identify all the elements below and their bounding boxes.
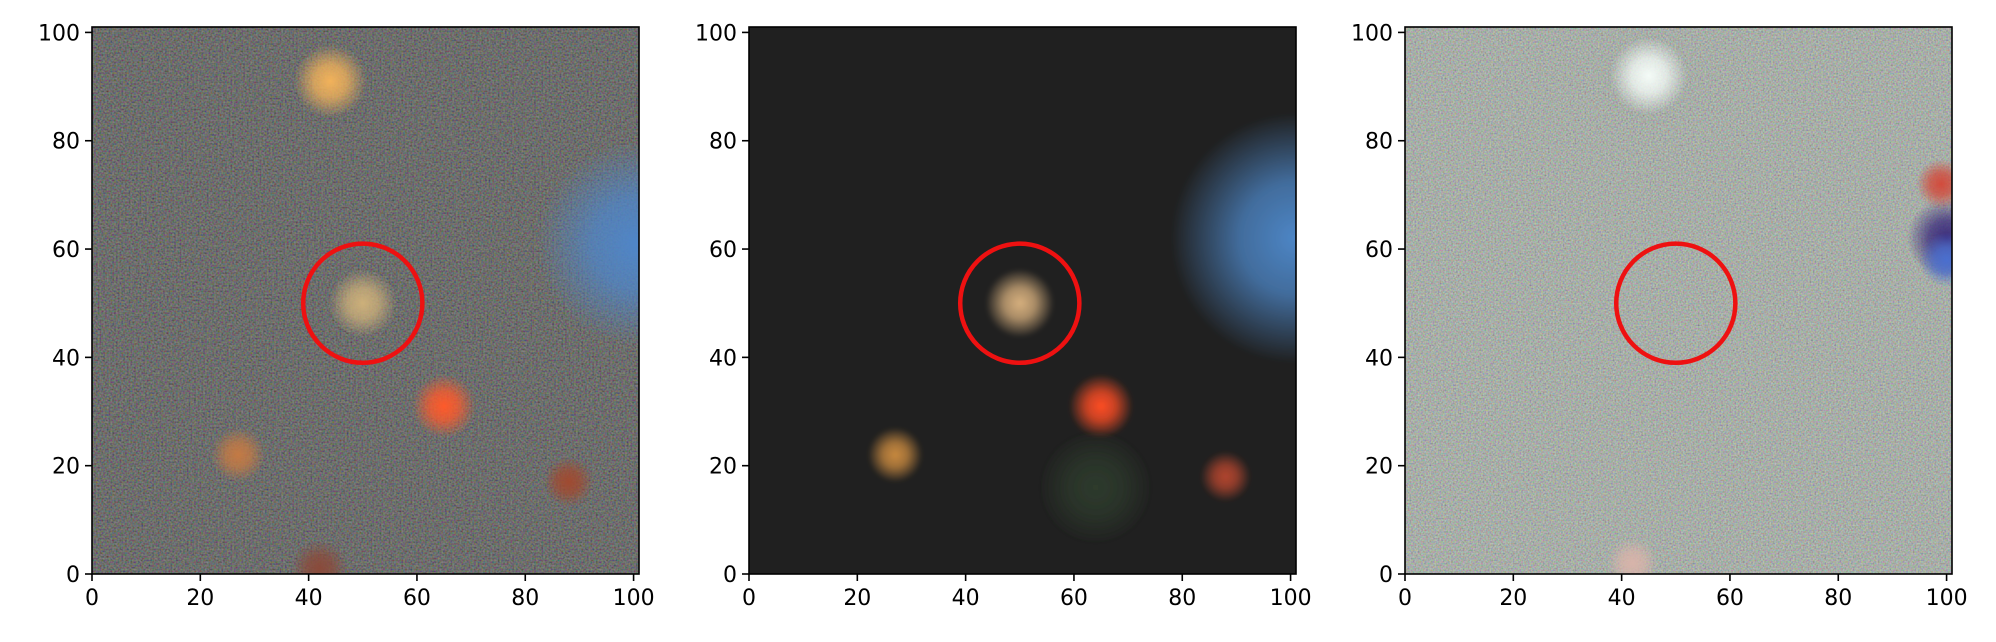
- y-tick-label: 100: [695, 21, 737, 46]
- image-noise: [1405, 27, 1952, 574]
- x-tick-label: 60: [1060, 586, 1088, 611]
- y-tick-label: 20: [709, 455, 737, 480]
- image-area: [92, 27, 639, 574]
- x-tick-label: 80: [1168, 586, 1196, 611]
- y-tick-label: 40: [709, 346, 737, 371]
- x-tick-label: 0: [742, 586, 756, 611]
- source-blob: [1200, 451, 1251, 502]
- axes-frame: [1404, 26, 1953, 575]
- source-blob: [536, 141, 639, 346]
- y-tick-label: 20: [52, 455, 80, 480]
- source-blob: [328, 269, 397, 338]
- x-tick-label: 100: [613, 586, 655, 611]
- source-blob: [1607, 538, 1658, 574]
- x-tick-label: 80: [1824, 586, 1852, 611]
- source-blob: [291, 540, 348, 574]
- source-blob: [1916, 159, 1952, 210]
- x-tick-label: 20: [1499, 586, 1527, 611]
- image-area: [1405, 27, 1952, 574]
- panel-residual: 0 20 40 60 80 100 0 20 40 60 80 100: [1351, 21, 1968, 611]
- x-tick-label: 20: [186, 586, 214, 611]
- source-blob: [293, 44, 367, 118]
- axes-frame: [91, 26, 640, 575]
- source-blob: [1610, 37, 1688, 115]
- y-tick-label: 100: [38, 21, 80, 46]
- y-tick-label: 60: [1365, 238, 1393, 263]
- y-tick-label: 60: [709, 238, 737, 263]
- source-blob: [412, 374, 476, 438]
- y-tick-label: 80: [1365, 130, 1393, 155]
- source-blob: [867, 427, 923, 483]
- x-tick-label: 60: [403, 586, 431, 611]
- x-tick-label: 40: [295, 586, 323, 611]
- y-tick-label: 20: [1365, 455, 1393, 480]
- target-circle: [300, 241, 425, 366]
- y-tick-label: 40: [1365, 346, 1393, 371]
- x-tick-label: 100: [1926, 586, 1968, 611]
- y-tick-label: 0: [723, 563, 737, 588]
- x-tick-label: 0: [85, 586, 99, 611]
- source-blob: [210, 427, 266, 483]
- x-tick-label: 20: [843, 586, 871, 611]
- x-tick-label: 80: [511, 586, 539, 611]
- y-tick-label: 40: [52, 346, 80, 371]
- image-area: [749, 27, 1296, 574]
- target-circle: [957, 241, 1082, 366]
- panel-model: 0 20 40 60 80 100 0 20 40 60 80 100: [695, 21, 1312, 611]
- axes-frame: [748, 26, 1297, 575]
- x-tick-label: 40: [1608, 586, 1636, 611]
- x-tick-label: 0: [1398, 586, 1412, 611]
- target-circle: [1613, 241, 1738, 366]
- y-tick-label: 80: [709, 130, 737, 155]
- x-tick-label: 100: [1270, 586, 1312, 611]
- y-tick-label: 0: [1379, 563, 1393, 588]
- y-tick-label: 60: [52, 238, 80, 263]
- panel-observed: 0 20 40 60 80 100 0 20 40 60 80 100: [38, 21, 655, 611]
- source-blob: [1919, 232, 1952, 288]
- source-blob: [1170, 113, 1296, 364]
- source-blob: [1038, 430, 1153, 545]
- y-tick-label: 0: [66, 563, 80, 588]
- x-tick-label: 40: [952, 586, 980, 611]
- x-tick-label: 60: [1716, 586, 1744, 611]
- source-blob: [543, 456, 594, 507]
- source-blob: [985, 269, 1054, 338]
- y-tick-label: 100: [1351, 21, 1393, 46]
- y-tick-label: 80: [52, 130, 80, 155]
- source-blob: [1069, 374, 1133, 438]
